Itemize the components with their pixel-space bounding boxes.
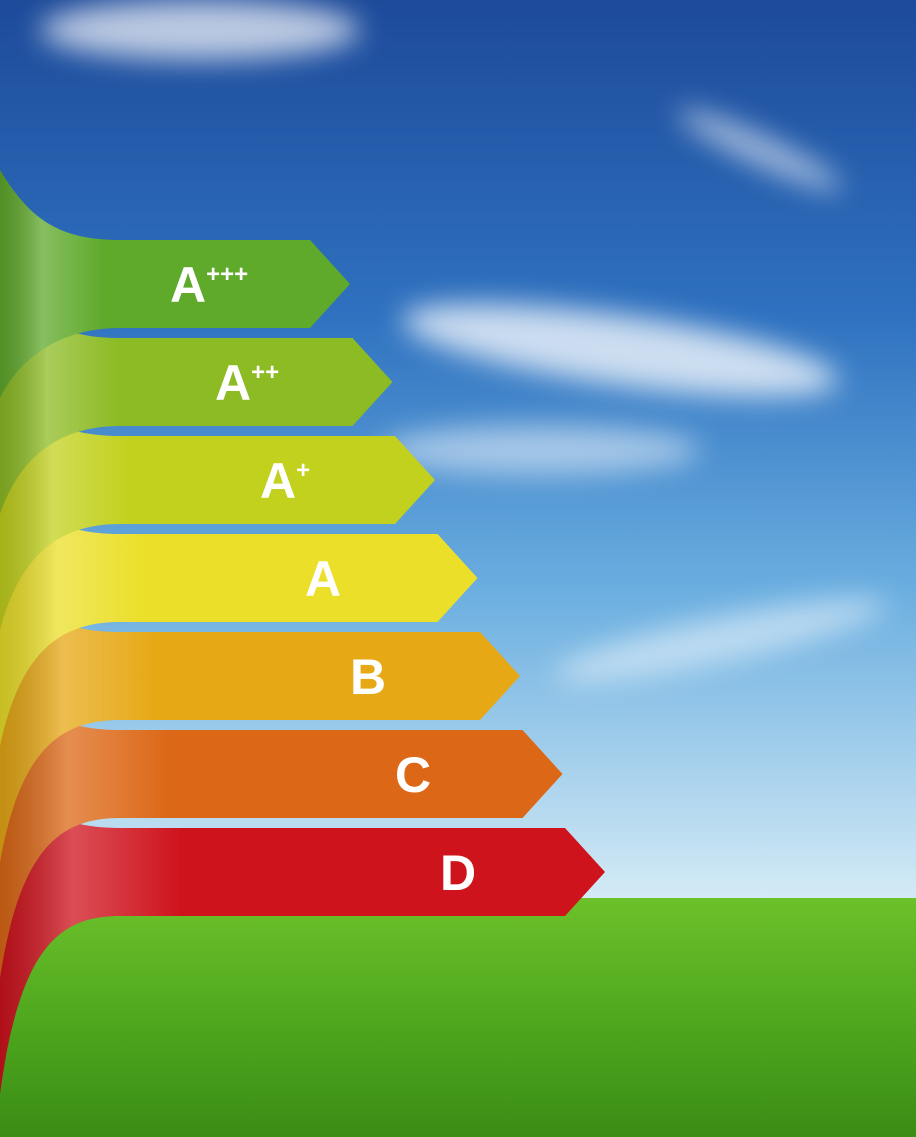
band-letter: C — [395, 747, 431, 803]
band-letter: A — [260, 453, 296, 509]
band-letter: D — [440, 845, 476, 901]
band-superscript: + — [296, 457, 310, 484]
page: DCBAA+A++A+++ (() => { const data = JSON… — [0, 0, 916, 1137]
band-letter: B — [350, 649, 386, 705]
band-label: C — [395, 747, 431, 803]
band-superscript: ++ — [251, 359, 279, 386]
grass — [0, 898, 916, 1137]
band-label: D — [440, 845, 476, 901]
band-letter: A — [215, 355, 251, 411]
band-superscript: +++ — [206, 261, 248, 288]
scene: DCBAA+A++A+++ — [0, 0, 916, 1137]
band-label: B — [350, 649, 386, 705]
band-letter: A — [170, 257, 206, 313]
band-label: A — [305, 551, 341, 607]
band-letter: A — [305, 551, 341, 607]
